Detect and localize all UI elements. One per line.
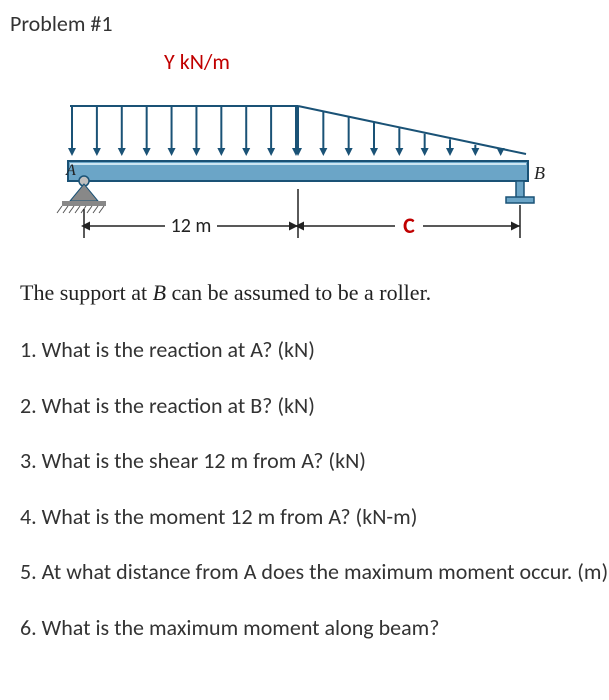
diagram-svg: Y kN/m A B 12 m C (20, 41, 580, 251)
statement-B: B (153, 280, 166, 305)
statement-post: can be assumed to be a roller. (166, 280, 431, 305)
svg-text:Y kN/m: Y kN/m (164, 48, 230, 75)
svg-text:A: A (65, 162, 76, 179)
question-1: 1. What is the reaction at A? (kN) (20, 336, 609, 364)
question-3: 3. What is the shear 12 m from A? (kN) (20, 447, 609, 475)
statement-pre: The support at (20, 280, 153, 305)
beam-diagram: Y kN/m A B 12 m C (20, 41, 580, 256)
svg-text:12 m: 12 m (171, 214, 212, 238)
question-2: 2. What is the reaction at B? (kN) (20, 392, 609, 420)
svg-text:C: C (403, 212, 415, 239)
svg-text:B: B (534, 163, 545, 183)
question-5: 5. At what distance from A does the maxi… (20, 558, 609, 586)
question-list: 1. What is the reaction at A? (kN) 2. Wh… (20, 336, 609, 641)
problem-title: Problem #1 (10, 10, 609, 37)
assumption-statement: The support at B can be assumed to be a … (20, 280, 609, 306)
question-4: 4. What is the moment 12 m from A? (kN-m… (20, 503, 609, 531)
question-6: 6. What is the maximum moment along beam… (20, 614, 609, 642)
